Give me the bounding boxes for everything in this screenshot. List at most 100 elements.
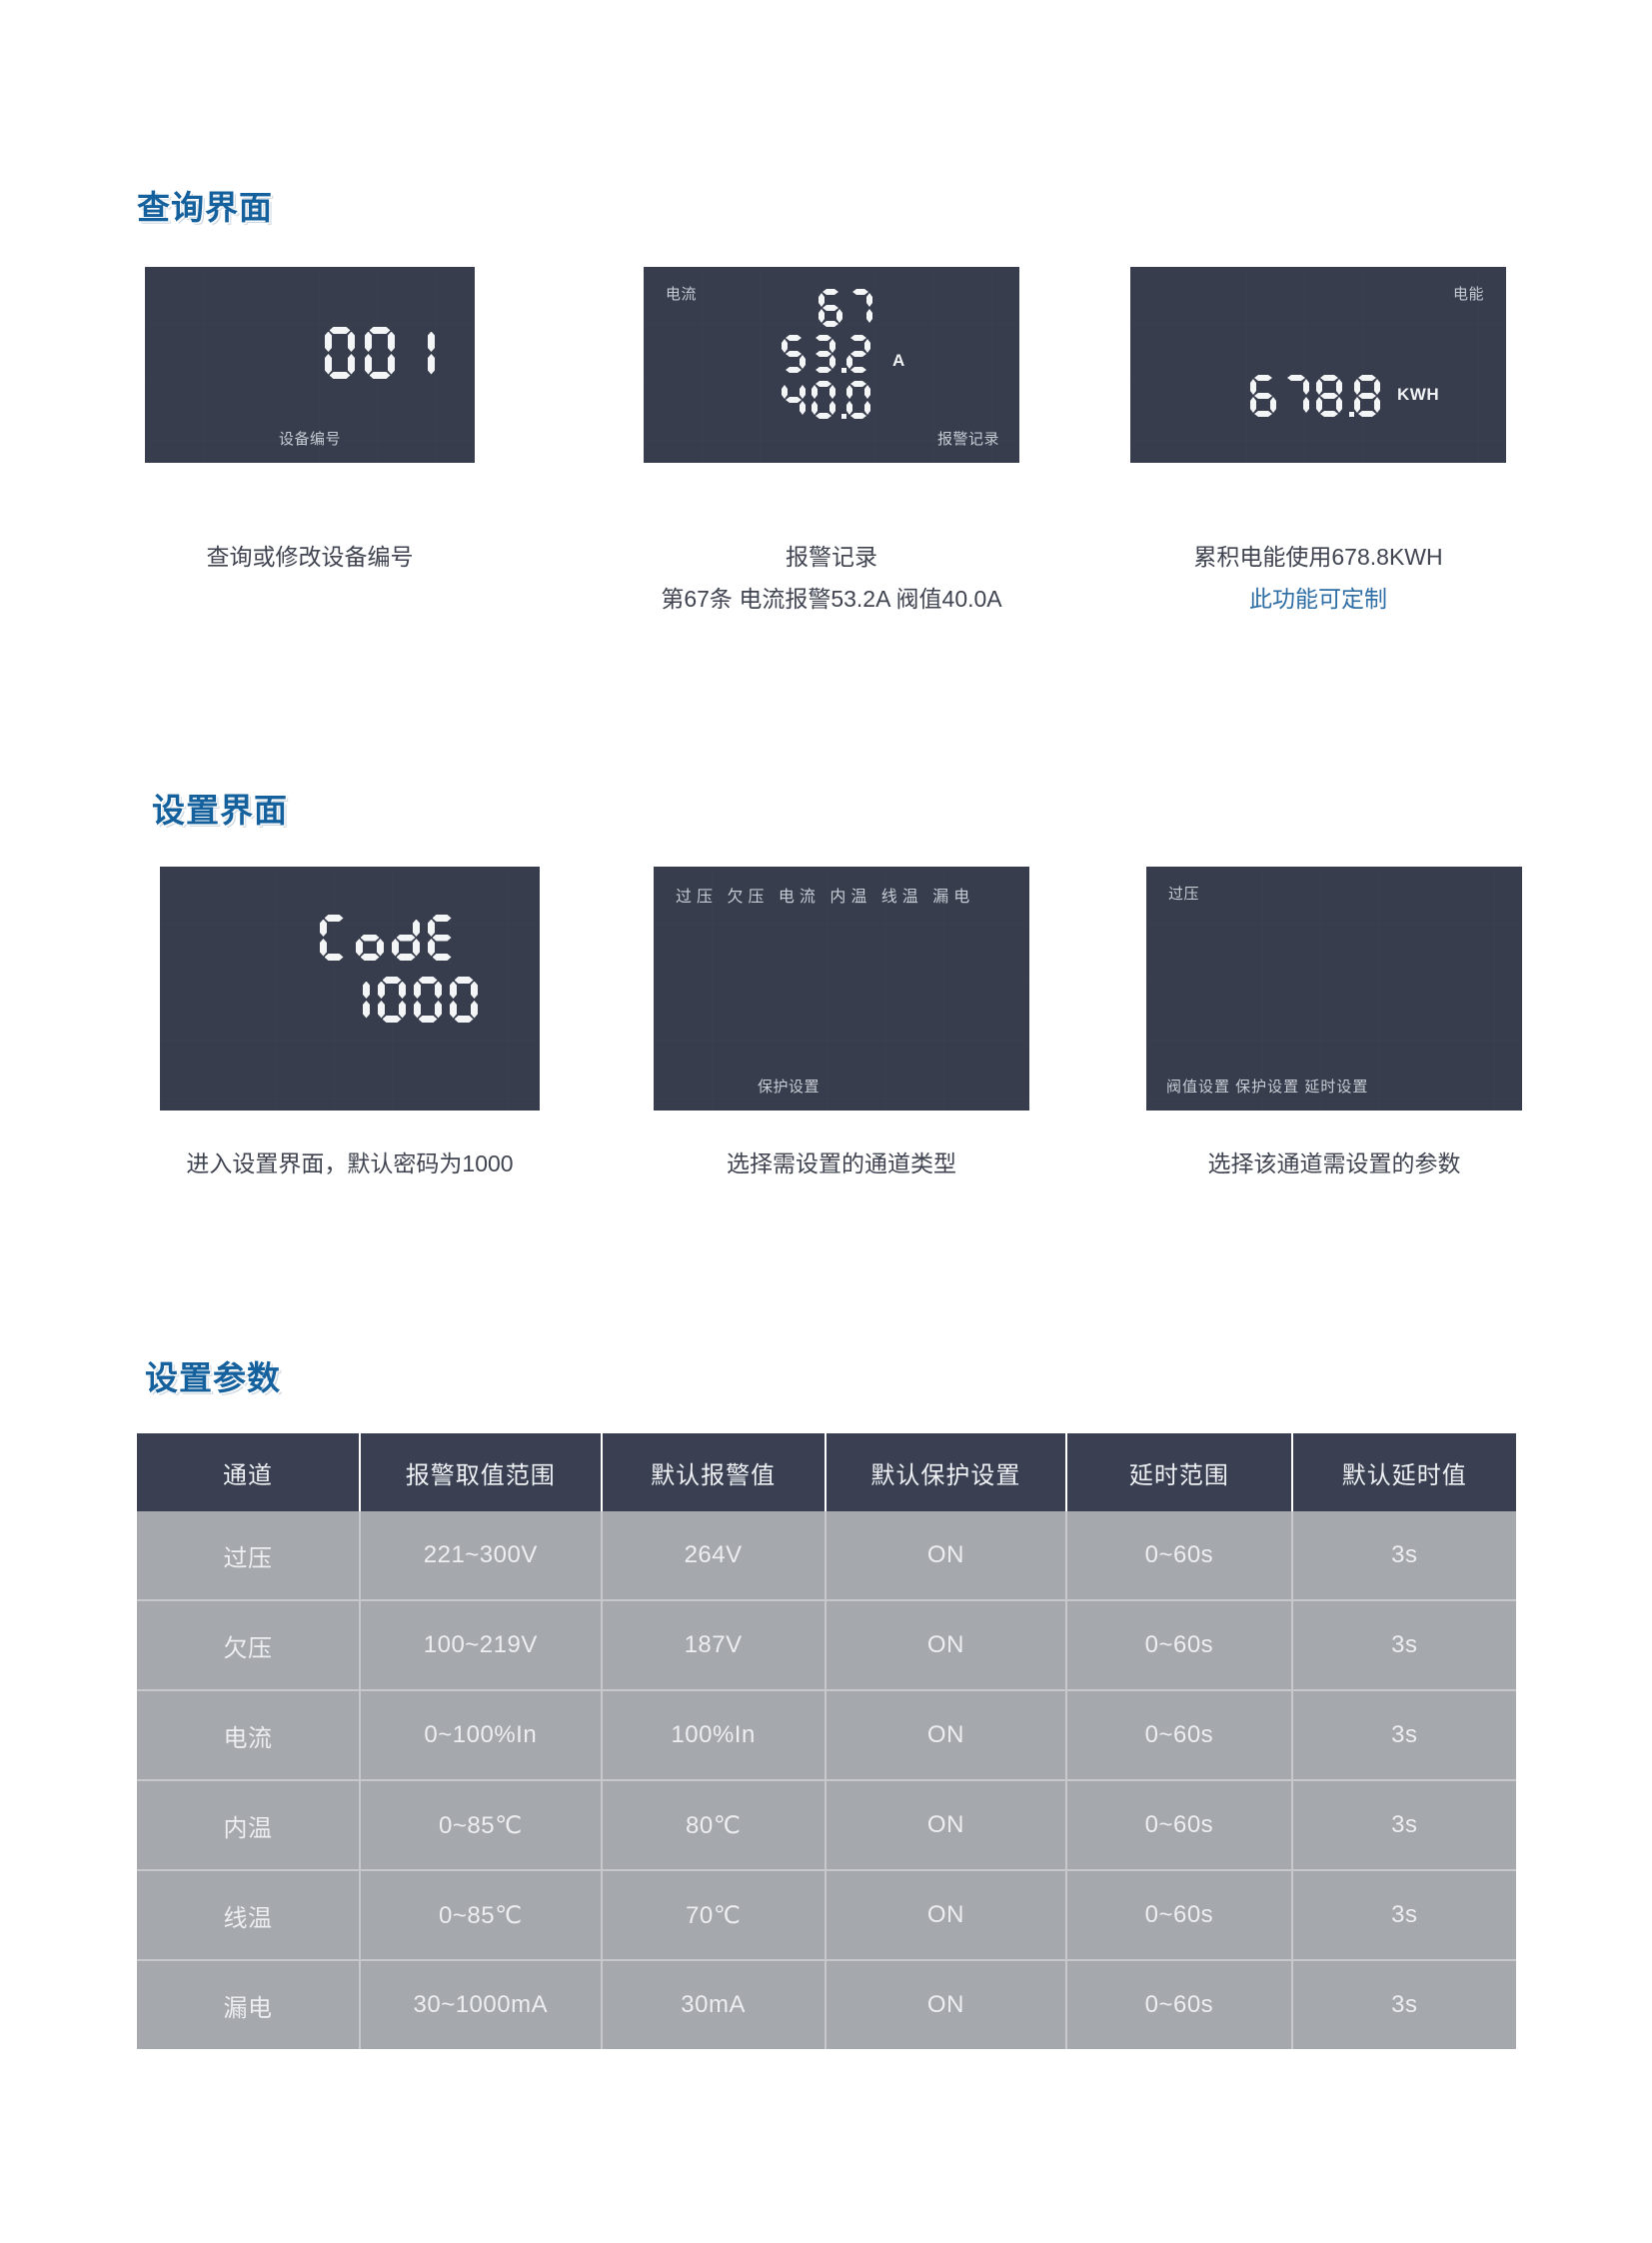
table-cell: ON [825, 1960, 1068, 2049]
table-row: 漏电 30~1000mA 30mA ON 0~60s 3s [137, 1960, 1516, 2049]
seven-segment-decimal-point [841, 335, 846, 373]
table-cell: 3s [1291, 1600, 1516, 1691]
caption-energy-line1: 累积电能使用678.8KWH [1193, 544, 1443, 570]
table-cell: 0~60s [1066, 1780, 1293, 1871]
seven-segment-digit [782, 381, 806, 419]
table-cell: 221~300V [359, 1511, 603, 1601]
table-cell: 80℃ [601, 1780, 826, 1871]
seven-segment-digit [342, 977, 370, 1023]
seven-segment-digit [1354, 375, 1380, 417]
table-row: 内温 0~85℃ 80℃ ON 0~60s 3s [137, 1780, 1516, 1871]
table-cell: 3s [1291, 1960, 1516, 2049]
table-cell: 3s [1291, 1870, 1516, 1961]
alarm-record-screen: 电流 A 报警记录 [644, 267, 1019, 463]
caption-alarm-record: 报警记录 第67条 电流报警53.2A 阀值40.0A [600, 536, 1063, 620]
alarm-current-digits: A [782, 335, 905, 373]
seven-segment-digit [365, 327, 395, 379]
caption-energy: 累积电能使用678.8KWH 此功能可定制 [1130, 536, 1506, 620]
table-cell: 100~219V [359, 1600, 603, 1691]
table-header-cell: 默认保护设置 [825, 1433, 1068, 1511]
seven-segment-unit: KWH [1397, 385, 1440, 404]
table-row: 欠压 100~219V 187V ON 0~60s 3s [137, 1600, 1516, 1691]
device-number-digits [325, 327, 445, 379]
caption-password-screen: 进入设置界面，默认密码为1000 [186, 1150, 514, 1176]
seven-segment-digit [414, 977, 442, 1023]
table-cell: 线温 [137, 1870, 361, 1961]
channel-type-list[interactable]: 过压 欠压 电流 内温 线温 漏电 [676, 889, 975, 906]
table-cell: 3s [1291, 1690, 1516, 1781]
table-cell: ON [825, 1600, 1068, 1691]
channel-type-screen-label: 保护设置 [758, 1079, 821, 1096]
seven-segment-digit [405, 327, 435, 379]
caption-device-number: 查询或修改设备编号 [145, 536, 475, 578]
caption-channel-param-screen: 选择该通道需设置的参数 [1207, 1150, 1461, 1176]
seven-segment-digit [325, 327, 355, 379]
seven-segment-decimal-point [841, 381, 846, 419]
seven-segment-digit [392, 915, 420, 961]
device-number-screen: 设备编号 [145, 267, 475, 463]
table-cell: ON [825, 1511, 1068, 1601]
caption-alarm-record-line2: 第67条 电流报警53.2A 阀值40.0A [661, 586, 1002, 612]
table-header-cell: 默认延时值 [1291, 1433, 1516, 1511]
energy-digits: KWH [1250, 375, 1439, 417]
section-heading-query: 查询界面 [137, 189, 273, 226]
table-cell: 3s [1291, 1511, 1516, 1601]
table-cell: 70℃ [601, 1870, 826, 1961]
seven-segment-digit [320, 915, 348, 961]
seven-segment-digit [450, 977, 478, 1023]
caption-device-number-line1: 查询或修改设备编号 [206, 544, 414, 570]
table-cell: 0~60s [1066, 1870, 1293, 1961]
table-cell: 欠压 [137, 1600, 361, 1691]
password-value-digits [342, 977, 486, 1023]
table-cell: 264V [601, 1511, 826, 1601]
params-table: 通道 报警取值范围 默认报警值 默认保护设置 延时范围 默认延时值 过压 221~… [137, 1433, 1516, 2049]
seven-segment-digit [378, 977, 406, 1023]
channel-param-options[interactable]: 阀值设置 保护设置 延时设置 [1166, 1079, 1369, 1096]
table-cell: 内温 [137, 1780, 361, 1871]
table-cell: 0~85℃ [359, 1780, 603, 1871]
table-cell: 30~1000mA [359, 1960, 603, 2049]
table-row: 过压 221~300V 264V ON 0~60s 3s [137, 1511, 1516, 1601]
table-header-cell: 默认报警值 [601, 1433, 826, 1511]
table-header-cell: 通道 [137, 1433, 361, 1511]
table-cell: 漏电 [137, 1960, 361, 2049]
table-cell: 100%In [601, 1690, 826, 1781]
table-body: 过压 221~300V 264V ON 0~60s 3s 欠压 100~219V 187V ON 0… [137, 1511, 1516, 2049]
section-heading-params: 设置参数 [145, 1359, 281, 1396]
seven-segment-digit [812, 381, 835, 419]
channel-param-screen: 过压 阀值设置 保护设置 延时设置 [1146, 867, 1522, 1111]
table-cell: 过压 [137, 1511, 361, 1601]
seven-segment-digit [428, 915, 456, 961]
caption-energy-note: 此功能可定制 [1249, 586, 1387, 612]
energy-screen: 电能 KWH [1130, 267, 1506, 463]
alarm-threshold-digits [782, 381, 876, 419]
caption-alarm-record-line1: 报警记录 [786, 544, 877, 570]
caption-channel-type-screen: 选择需设置的通道类型 [727, 1150, 956, 1176]
energy-channel-label: 电能 [1452, 286, 1484, 303]
table-cell: 0~60s [1066, 1600, 1293, 1691]
channel-type-screen: 过压 欠压 电流 内温 线温 漏电 保护设置 [654, 867, 1029, 1111]
table-cell: 0~60s [1066, 1690, 1293, 1781]
table-cell: 0~100%In [359, 1690, 603, 1781]
seven-segment-digit [356, 915, 384, 961]
seven-segment-digit [1316, 375, 1342, 417]
seven-segment-digit [812, 335, 835, 373]
seven-segment-digit [782, 335, 806, 373]
table-cell: ON [825, 1690, 1068, 1781]
table-row: 电流 0~100%In 100%In ON 0~60s 3s [137, 1690, 1516, 1781]
table-cell: ON [825, 1780, 1068, 1871]
table-cell: 0~60s [1066, 1511, 1293, 1601]
seven-segment-digit [846, 335, 870, 373]
table-cell: 187V [601, 1600, 826, 1691]
table-header-row: 通道 报警取值范围 默认报警值 默认保护设置 延时范围 默认延时值 [137, 1433, 1516, 1511]
table-cell: 0~85℃ [359, 1870, 603, 1961]
seven-segment-decimal-point [1349, 375, 1354, 417]
table-row: 线温 0~85℃ 70℃ ON 0~60s 3s [137, 1870, 1516, 1961]
seven-segment-unit: A [892, 351, 905, 370]
table-header-cell: 延时范围 [1066, 1433, 1293, 1511]
device-number-screen-label: 设备编号 [278, 431, 342, 448]
table-header-cell: 报警取值范围 [359, 1433, 603, 1511]
table-cell: 3s [1291, 1780, 1516, 1871]
table-cell: 0~60s [1066, 1960, 1293, 2049]
